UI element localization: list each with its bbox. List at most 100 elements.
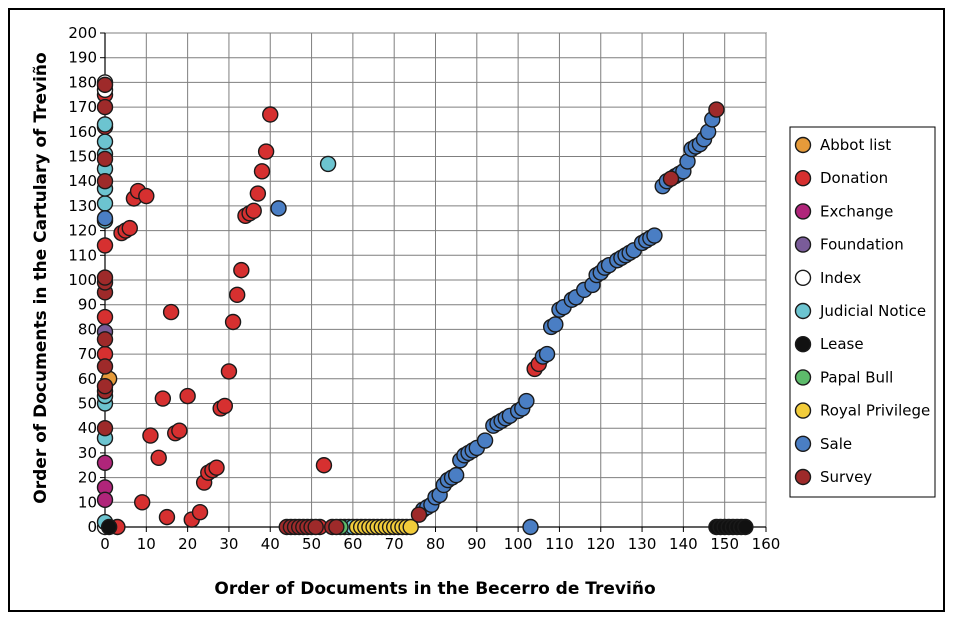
data-point	[307, 518, 324, 536]
legend-label: Royal Privilege	[820, 402, 930, 420]
y-tick-label: 170	[68, 98, 97, 116]
x-axis-title: Order of Documents in the Becerro de Tre…	[214, 579, 655, 599]
x-tick-label: 50	[302, 535, 321, 553]
data-point	[96, 269, 114, 286]
data-point	[262, 106, 279, 123]
data-point	[96, 172, 114, 190]
x-tick-label: 150	[710, 535, 739, 553]
data-point	[162, 303, 180, 321]
x-tick-label: 60	[343, 535, 362, 553]
legend-item: Abbot list	[794, 136, 891, 154]
data-point	[315, 457, 333, 474]
legend-marker	[794, 169, 812, 187]
data-point	[270, 200, 287, 217]
data-point	[538, 345, 556, 363]
x-tick-label: 130	[628, 535, 657, 553]
legend-label: Papal Bull	[820, 368, 893, 386]
data-point	[228, 286, 246, 304]
legend-label: Abbot list	[820, 136, 891, 154]
legend-marker	[794, 203, 812, 220]
legend-marker	[794, 435, 812, 452]
legend-marker	[794, 468, 812, 486]
legend-item: Foundation	[794, 236, 904, 254]
data-point	[96, 308, 114, 326]
y-tick-label: 130	[68, 197, 97, 215]
data-point	[154, 390, 172, 407]
y-tick-label: 10	[78, 493, 97, 511]
data-point	[171, 422, 188, 439]
legend-label: Exchange	[820, 202, 893, 220]
data-point	[142, 427, 159, 444]
grid	[100, 32, 767, 532]
legend-label: Lease	[820, 335, 864, 353]
data-point	[522, 518, 539, 536]
data-point	[96, 116, 114, 133]
series-exchange	[96, 454, 114, 509]
y-tick-label: 110	[68, 246, 97, 264]
data-point	[150, 449, 167, 467]
legend-marker	[794, 336, 812, 353]
x-tick-label: 0	[100, 535, 110, 553]
data-point	[224, 313, 242, 331]
y-tick-label: 180	[68, 73, 97, 91]
legend-marker	[794, 369, 812, 386]
legend-item: Exchange	[794, 202, 893, 220]
data-point	[410, 506, 428, 523]
data-point	[253, 163, 271, 180]
data-point	[708, 101, 725, 118]
y-axis-title: Order of Documents in the Cartulary of T…	[31, 52, 51, 503]
legend-item: Donation	[794, 169, 888, 187]
tick-labels: 0 10 20 30 40 50 60 70 80 90 100 110 120 130 140 150 160…	[68, 24, 780, 553]
y-tick-label: 20	[78, 469, 97, 487]
y-tick-label: 80	[78, 320, 97, 338]
y-tick-label: 120	[68, 222, 97, 240]
y-tick-label: 70	[78, 345, 97, 363]
y-tick-label: 30	[78, 444, 97, 462]
data-point	[158, 508, 176, 526]
x-tick-label: 160	[752, 535, 781, 553]
data-point	[518, 392, 535, 410]
data-point	[96, 331, 114, 348]
legend: Abbot list Donation Exchange Foundation Inde…	[789, 126, 936, 498]
data-point	[100, 518, 118, 536]
x-tick-label: 30	[219, 535, 238, 553]
series-lease	[100, 518, 754, 536]
legend-label: Survey	[820, 468, 872, 486]
legend-item: Survey	[794, 468, 872, 486]
y-tick-label: 50	[78, 395, 97, 413]
y-tick-label: 140	[68, 172, 97, 190]
x-tick-label: 110	[545, 535, 574, 553]
data-point	[96, 491, 114, 509]
series-survey	[96, 76, 725, 536]
data-point	[96, 454, 114, 471]
legend-marker	[794, 302, 812, 320]
data-point	[179, 387, 196, 405]
data-point	[96, 378, 114, 395]
data-point	[96, 195, 114, 212]
data-point	[447, 466, 465, 484]
x-tick-label: 10	[137, 535, 156, 553]
legend-label: Sale	[820, 435, 852, 453]
y-tick-label: 160	[68, 123, 97, 141]
legend-marker	[794, 402, 812, 419]
data-point	[216, 397, 234, 415]
y-tick-label: 190	[68, 49, 97, 67]
legend-item: Index	[794, 269, 861, 287]
legend-marker	[794, 136, 812, 154]
x-tick-label: 140	[669, 535, 698, 553]
data-point	[257, 143, 275, 160]
data-point	[245, 202, 262, 220]
data-points	[96, 74, 754, 536]
data-point	[96, 76, 114, 94]
data-point	[737, 518, 754, 536]
legend-label: Index	[820, 269, 861, 287]
x-tick-label: 80	[426, 535, 445, 553]
data-point	[249, 185, 267, 202]
series-donation	[96, 86, 547, 536]
x-tick-label: 120	[586, 535, 615, 553]
y-tick-label: 0	[87, 518, 97, 536]
y-tick-label: 100	[68, 271, 97, 289]
y-tick-label: 90	[78, 296, 97, 314]
data-point	[96, 420, 114, 437]
